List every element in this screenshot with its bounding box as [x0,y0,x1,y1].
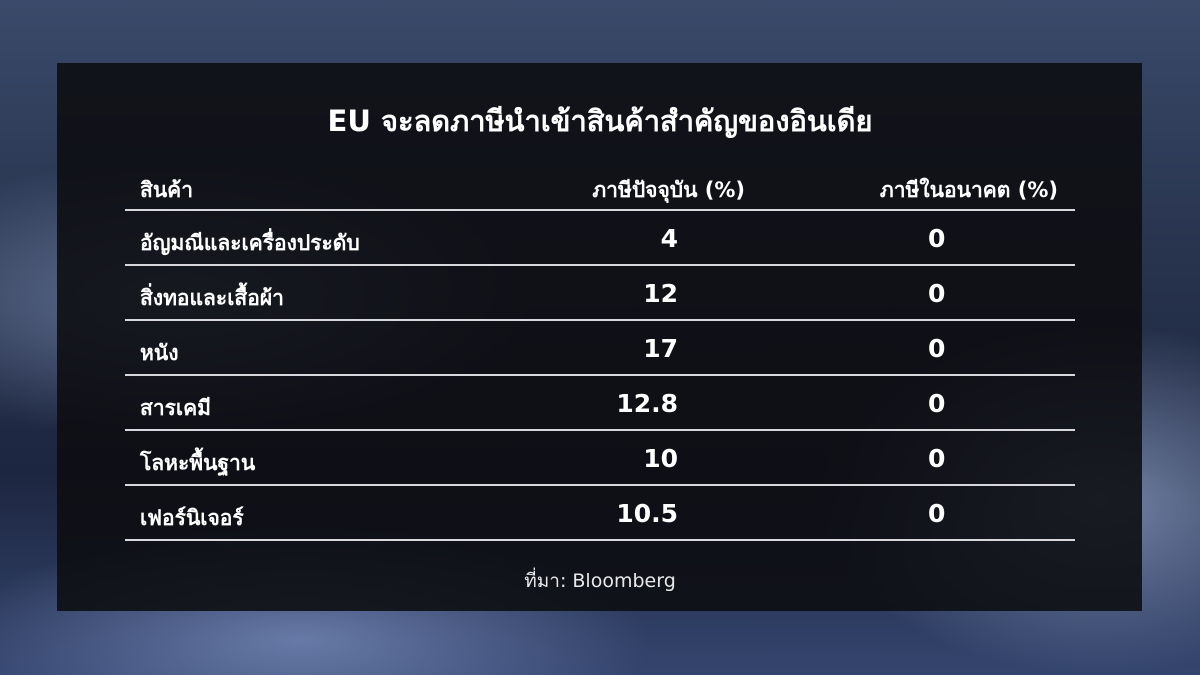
row-current-tax: 12.8 [616,389,678,418]
chart-title: EU จะลดภาษีนำเข้าสินค้าสำคัญของอินเดีย [327,104,873,138]
header-product: สินค้า [140,178,194,202]
row-rule [125,374,1075,376]
row-product: สิ่งทอและเสื้อผ้า [140,286,284,310]
row-current-tax: 10.5 [616,499,678,528]
row-product: สารเคมี [140,396,211,420]
row-product: โลหะพื้นฐาน [140,451,256,475]
row-rule [125,264,1075,266]
row-future-tax: 0 [928,444,946,473]
source-note: ที่มา: Bloomberg [524,570,676,592]
row-rule [125,484,1075,486]
row-future-tax: 0 [928,279,946,308]
row-future-tax: 0 [928,499,946,528]
row-rule [125,319,1075,321]
row-product: อัญมณีและเครื่องประดับ [140,231,360,255]
row-future-tax: 0 [928,224,946,253]
header-current-tax: ภาษีปัจจุบัน (%) [592,178,745,202]
row-product: หนัง [140,341,179,365]
header-rule [125,209,1075,211]
row-current-tax: 4 [660,224,678,253]
row-future-tax: 0 [928,334,946,363]
row-rule [125,429,1075,431]
table-panel [57,63,1142,611]
row-product: เฟอร์นิเจอร์ [140,506,244,530]
row-current-tax: 17 [643,334,678,363]
row-current-tax: 12 [643,279,678,308]
header-future-tax: ภาษีในอนาคต (%) [879,178,1058,202]
row-future-tax: 0 [928,389,946,418]
row-current-tax: 10 [643,444,678,473]
row-rule [125,539,1075,541]
